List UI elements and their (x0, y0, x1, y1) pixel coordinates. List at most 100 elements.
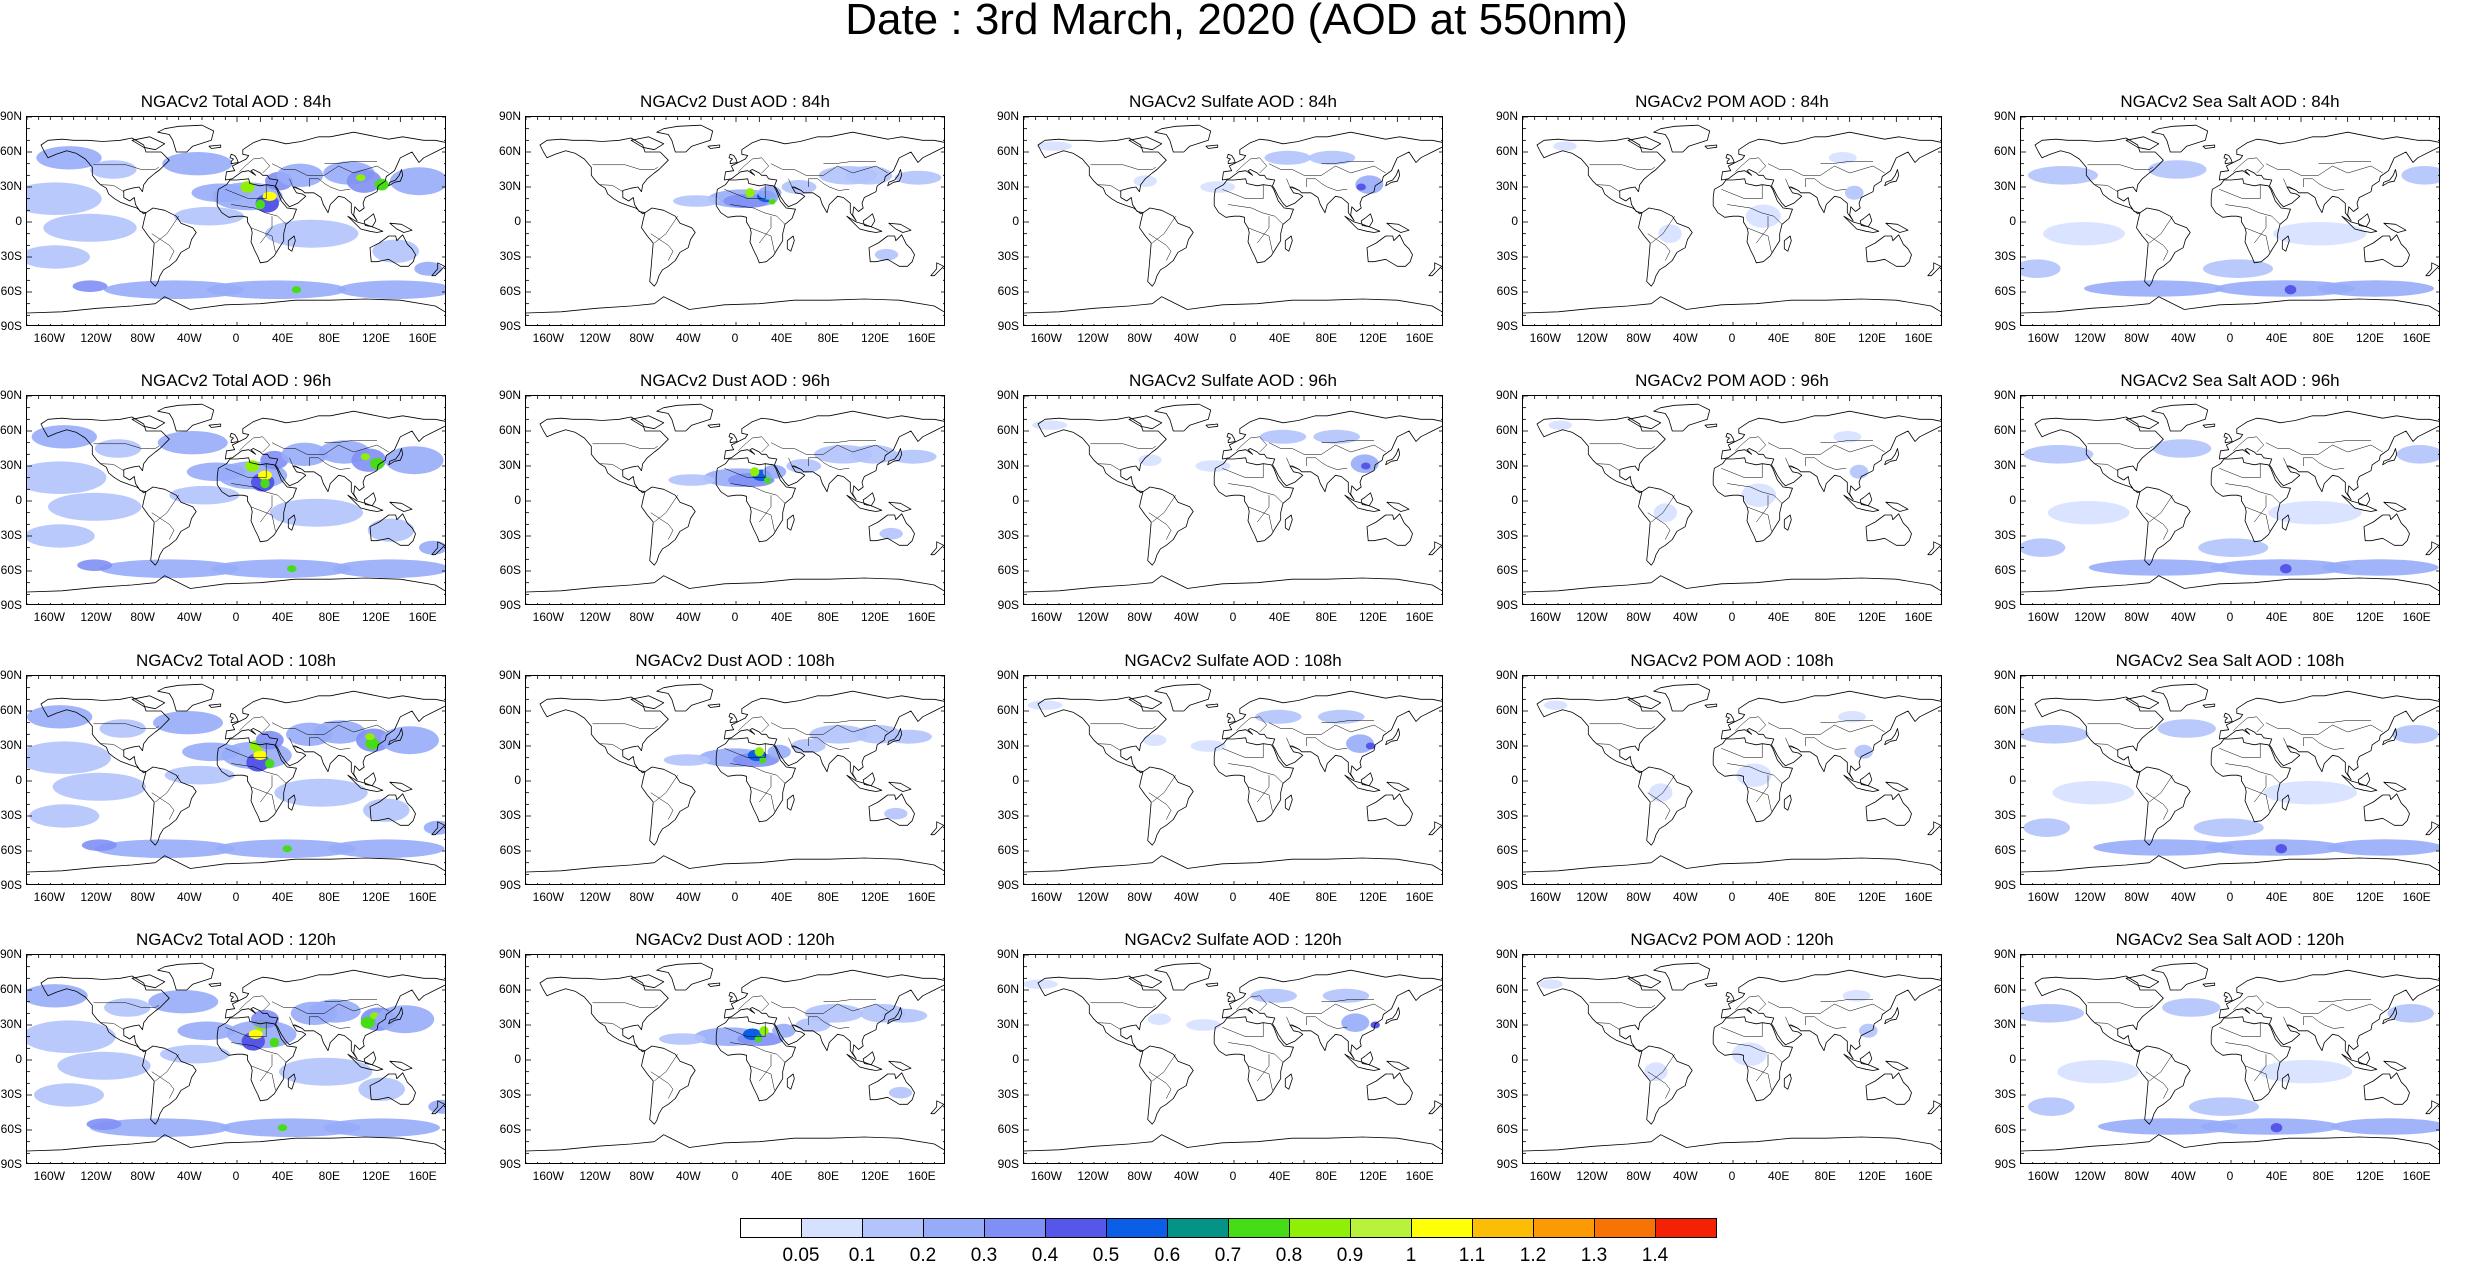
coastline-indonesia (2341, 1053, 2378, 1071)
country-border (271, 722, 389, 735)
coastline-japan (1385, 169, 1401, 187)
lon-label: 80W (1127, 610, 1152, 624)
aod-plume (162, 152, 233, 176)
lat-label: 90S (0, 1157, 22, 1171)
aod-plume (27, 741, 111, 774)
aod-plume (1027, 700, 1063, 710)
country-border (1746, 786, 1772, 812)
country-border (1148, 1071, 1172, 1099)
lat-label: 30S (0, 528, 22, 542)
lon-label: 40W (1173, 331, 1199, 345)
aod-plume (2331, 1118, 2439, 1135)
country-border (2145, 233, 2169, 261)
aod-plume (2275, 844, 2287, 854)
country-border (93, 1002, 159, 1008)
lon-label: 80W (130, 610, 155, 624)
colorbar-box (1350, 1218, 1412, 1238)
country-border (2149, 216, 2173, 244)
lat-label: 60S (1994, 843, 2016, 857)
aod-plume (220, 1118, 361, 1137)
country-border (1820, 161, 1873, 164)
country-border (2219, 463, 2261, 478)
map-panel: NGACv2 Sulfate AOD : 84h 90N 60N 30N 0 30S 60S… (997, 92, 1443, 362)
aod-plume (245, 460, 260, 472)
aod-plume (1024, 979, 1058, 989)
map-panel: NGACv2 Sea Salt AOD : 84h 90N 60N 30N 0 30S 60… (1994, 92, 2440, 362)
aod-plume (2210, 559, 2350, 576)
lat-label: 90S (1496, 598, 1518, 612)
coastline-new-guinea (888, 222, 912, 233)
colorbar-label: 1 (1405, 1245, 1417, 1266)
coastline-indonesia (846, 494, 883, 512)
country-border (1785, 457, 1799, 470)
country-border (1306, 457, 1348, 470)
coastline-antarctica (1024, 575, 1442, 593)
map-panel: NGACv2 Dust AOD : 96h 90N 60N 30N 0 30S 60S 90S… (499, 371, 945, 641)
lon-label: 160E (408, 890, 437, 904)
coastline-north-america (40, 975, 170, 1053)
aod-plume (1138, 454, 1162, 466)
lat-label: 30N (1496, 458, 1519, 472)
lat-label: 30S (0, 808, 22, 822)
country-border (100, 463, 124, 471)
lat-label: 90S (997, 1157, 1019, 1171)
lon-label: 40W (176, 331, 202, 345)
aod-plume (1842, 990, 1871, 1002)
country-border (93, 164, 159, 170)
lon-label: 0 (1728, 890, 1736, 904)
lon-label: 120W (579, 331, 611, 345)
country-border (1222, 463, 1264, 478)
coastline-borneo (363, 213, 377, 228)
lat-label: 60S (0, 1122, 22, 1136)
coastline-africa (2210, 457, 2291, 543)
panel-title: NGACv2 Sulfate AOD : 120h (1124, 930, 1342, 949)
lon-label: 120E (860, 1169, 890, 1183)
aod-plume (2028, 1097, 2075, 1116)
lon-label: 120E (860, 890, 890, 904)
lon-label: 160E (408, 610, 437, 624)
lat-label: 0 (1012, 214, 1019, 228)
country-border (2225, 204, 2281, 225)
lon-label: 40W (2170, 610, 2196, 624)
aod-map (2021, 117, 2439, 325)
aod-plume (2200, 1118, 2341, 1135)
lat-label: 30N (0, 1017, 23, 1031)
lat-label: 60N (1496, 982, 1519, 996)
aod-plume (2047, 501, 2130, 525)
aod-plume (365, 733, 375, 741)
country-border (650, 233, 674, 261)
lat-label: 60S (997, 843, 1019, 857)
coastline-australia (2363, 513, 2410, 546)
coastline-new-guinea (1885, 222, 1909, 233)
country-border (2149, 775, 2173, 803)
aod-plume (1264, 150, 1311, 165)
coastline-uk (2223, 991, 2233, 1003)
coastline-indonesia (1344, 1053, 1381, 1071)
lat-label: 0 (15, 493, 22, 507)
lon-label: 0 (2226, 890, 2234, 904)
aod-plume (90, 1118, 230, 1137)
aod-plume (86, 1118, 122, 1130)
coastline-antarctica (27, 855, 445, 873)
country-border (1286, 737, 1300, 750)
aod-plume (389, 167, 445, 196)
aod-plume (1838, 711, 1866, 723)
lon-label: 80E (1315, 331, 1337, 345)
aod-plume (1548, 420, 1572, 430)
lon-label: 160E (1405, 890, 1434, 904)
country-border (1767, 163, 1885, 176)
lon-label: 160W (1030, 331, 1062, 345)
map-panel: NGACv2 Dust AOD : 84h 90N 60N 30N 0 30S 60S 90S… (499, 92, 945, 362)
country-border (1148, 233, 1172, 261)
aod-plume (1143, 734, 1167, 746)
lon-label: 80E (1315, 610, 1337, 624)
country-border (1746, 506, 1772, 532)
aod-map (1024, 117, 1442, 325)
aod-plume (879, 527, 903, 540)
aod-plume (1736, 763, 1772, 787)
coastline-borneo (2357, 1051, 2371, 1066)
lon-label: 80E (1814, 331, 1836, 345)
lat-label: 60N (499, 982, 522, 996)
coastline-eurasia (1720, 410, 1941, 501)
country-border (1097, 743, 1121, 751)
